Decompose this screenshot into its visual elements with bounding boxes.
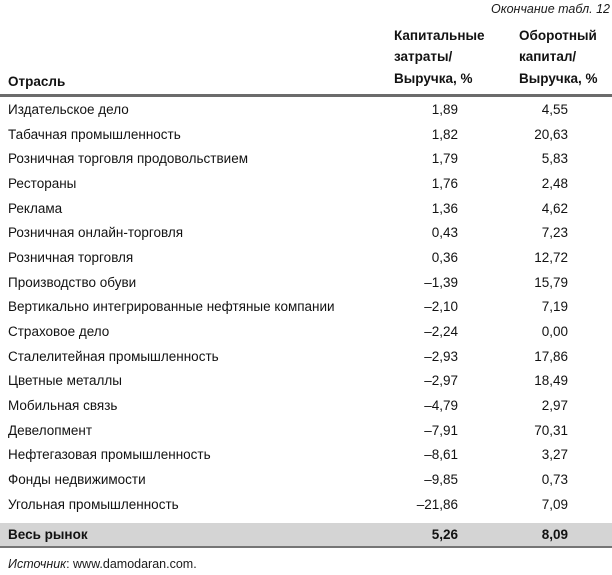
capex-value-cell: 0,36 bbox=[431, 249, 458, 265]
summary-label: Весь рынок bbox=[8, 526, 88, 542]
summary-wc-value: 8,09 bbox=[541, 526, 568, 542]
industry-cell: Мобильная связь bbox=[8, 398, 118, 414]
industry-cell: Розничная торговля bbox=[8, 249, 134, 265]
industry-cell: Розничная торговля продовольствием bbox=[8, 151, 248, 167]
capex-value-cell: 0,43 bbox=[431, 225, 458, 241]
column-header-capex-line1: Капитальные bbox=[394, 27, 485, 43]
capex-value-cell: –21,86 bbox=[416, 496, 458, 512]
table-row: Фонды недвижимости –9,85 0,73 bbox=[0, 467, 612, 492]
wc-value-cell: 7,19 bbox=[541, 299, 568, 315]
industry-cell: Реклама bbox=[8, 200, 63, 216]
table-row: Нефтегазовая промышленность –8,61 3,27 bbox=[0, 443, 612, 468]
capex-value-cell: –2,93 bbox=[424, 348, 458, 364]
table-row: Сталелитейная промышленность –2,93 17,86 bbox=[0, 344, 612, 369]
table-row: Производство обуви –1,39 15,79 bbox=[0, 270, 612, 295]
summary-row: Весь рынок 5,26 8,09 bbox=[0, 522, 612, 548]
industry-cell: Розничная онлайн-торговля bbox=[8, 225, 184, 241]
source-label: Источник bbox=[8, 556, 67, 571]
wc-value-cell: 3,27 bbox=[541, 447, 568, 463]
table-row: Девелопмент –7,91 70,31 bbox=[0, 418, 612, 443]
industry-cell: Девелопмент bbox=[8, 422, 93, 438]
capex-value-cell: 1,76 bbox=[431, 175, 458, 191]
capex-value-cell: 1,79 bbox=[431, 151, 458, 167]
table-header: Отрасль Капитальные затраты/ Выручка, % … bbox=[0, 0, 612, 97]
table-row: Мобильная связь –4,79 2,97 bbox=[0, 393, 612, 418]
wc-value-cell: 5,83 bbox=[541, 151, 568, 167]
capex-value-cell: 1,82 bbox=[431, 126, 458, 142]
capex-value-cell: 1,89 bbox=[431, 101, 458, 117]
industry-cell: Табачная промышленность bbox=[8, 126, 181, 142]
wc-value-cell: 2,97 bbox=[541, 398, 568, 414]
table-row: Розничная торговля 0,36 12,72 bbox=[0, 245, 612, 270]
industry-cell: Цветные металлы bbox=[8, 373, 123, 389]
capex-value-cell: –9,85 bbox=[424, 472, 458, 488]
table-row: Розничная торговля продовольствием 1,79 5,… bbox=[0, 146, 612, 171]
wc-value-cell: 17,86 bbox=[534, 348, 568, 364]
table-row: Табачная промышленность 1,82 20,63 bbox=[0, 122, 612, 147]
wc-value-cell: 18,49 bbox=[534, 373, 568, 389]
capex-value-cell: –1,39 bbox=[424, 274, 458, 290]
source-note: Источник: www.damodaran.com. bbox=[0, 557, 612, 571]
table-row: Рестораны 1,76 2,48 bbox=[0, 171, 612, 196]
source-url-text: : www.damodaran.com. bbox=[66, 556, 197, 571]
industry-cell: Вертикально интегрированные нефтяные ком… bbox=[8, 299, 335, 315]
capex-value-cell: –2,24 bbox=[424, 324, 458, 340]
wc-value-cell: 2,48 bbox=[541, 175, 568, 191]
wc-value-cell: 4,62 bbox=[541, 200, 568, 216]
capex-value-cell: –7,91 bbox=[424, 422, 458, 438]
industry-cell: Рестораны bbox=[8, 175, 77, 191]
wc-value-cell: 7,09 bbox=[541, 496, 568, 512]
column-header-capex: Капитальные затраты/ Выручка, % bbox=[394, 25, 485, 90]
wc-value-cell: 0,00 bbox=[541, 324, 568, 340]
column-header-wc-line1: Оборотный bbox=[519, 27, 597, 43]
table-row: Угольная промышленность –21,86 7,09 bbox=[0, 492, 612, 517]
column-header-capex-line2: затраты/ bbox=[394, 49, 453, 64]
capex-value-cell: –4,79 bbox=[424, 398, 458, 414]
capex-value-cell: –2,97 bbox=[424, 373, 458, 389]
capex-value-cell: –2,10 bbox=[424, 299, 458, 315]
column-header-wc-line3: Выручка, % bbox=[519, 70, 598, 86]
capex-value-cell: 1,36 bbox=[431, 200, 458, 216]
table-row: Цветные металлы –2,97 18,49 bbox=[0, 369, 612, 394]
column-header-wc-line2: капитал/ bbox=[519, 49, 577, 64]
summary-capex-value: 5,26 bbox=[431, 526, 458, 542]
industry-cell: Сталелитейная промышленность bbox=[8, 348, 219, 364]
wc-value-cell: 0,73 bbox=[541, 472, 568, 488]
column-header-working-capital: Оборотный капитал/ Выручка, % bbox=[519, 25, 597, 90]
column-header-capex-line3: Выручка, % bbox=[394, 70, 473, 86]
wc-value-cell: 7,23 bbox=[541, 225, 568, 241]
table-row: Реклама 1,36 4,62 bbox=[0, 196, 612, 221]
table-row: Издательское дело 1,89 4,55 bbox=[0, 97, 612, 122]
industry-cell: Фонды недвижимости bbox=[8, 472, 146, 488]
industry-cell: Издательское дело bbox=[8, 101, 129, 117]
capex-value-cell: –8,61 bbox=[424, 447, 458, 463]
table-row: Розничная онлайн-торговля 0,43 7,23 bbox=[0, 220, 612, 245]
table-row: Страховое дело –2,24 0,00 bbox=[0, 319, 612, 344]
wc-value-cell: 4,55 bbox=[541, 101, 568, 117]
industry-cell: Нефтегазовая промышленность bbox=[8, 447, 211, 463]
industry-cell: Страховое дело bbox=[8, 324, 110, 340]
table-body: Издательское дело 1,89 4,55 Табачная промыш… bbox=[0, 97, 612, 517]
wc-value-cell: 15,79 bbox=[534, 274, 568, 290]
wc-value-cell: 20,63 bbox=[534, 126, 568, 142]
table-continuation-caption: Окончание табл. 12 bbox=[490, 2, 610, 16]
column-header-industry: Отрасль bbox=[8, 74, 66, 89]
industry-cell: Производство обуви bbox=[8, 274, 137, 290]
wc-value-cell: 70,31 bbox=[534, 422, 568, 438]
industry-cell: Угольная промышленность bbox=[8, 496, 179, 512]
table-row: Вертикально интегрированные нефтяные ком… bbox=[0, 295, 612, 320]
wc-value-cell: 12,72 bbox=[534, 249, 568, 265]
